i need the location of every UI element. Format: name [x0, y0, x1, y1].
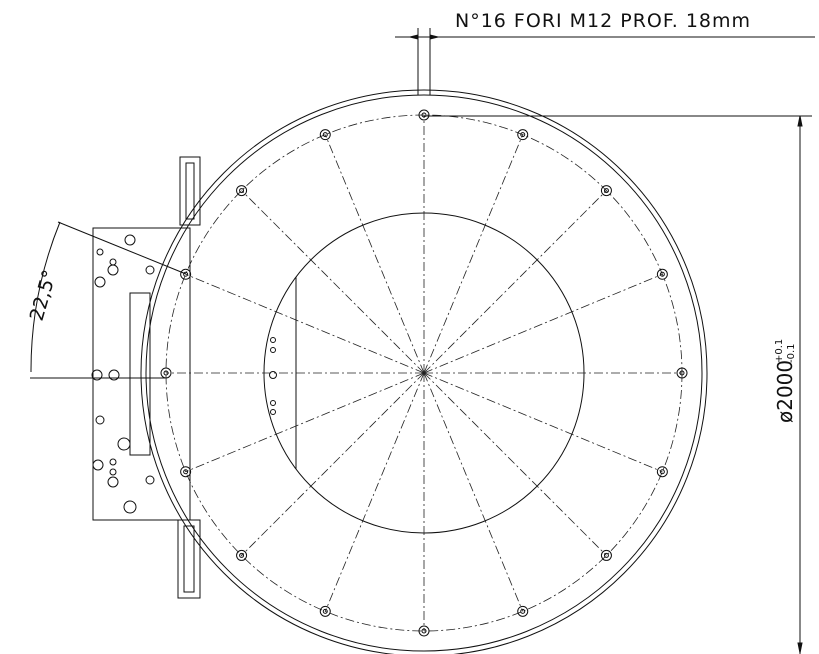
bolt-hole-core — [322, 132, 328, 138]
bolt-hole-core — [183, 469, 189, 475]
bracket-hole — [108, 369, 120, 381]
spoke — [241, 372, 425, 556]
bolt-hole-core — [603, 188, 609, 194]
spoke — [423, 190, 607, 374]
bracket-hole — [107, 476, 119, 488]
bolt-hole — [236, 185, 248, 197]
bolt-hole — [517, 605, 529, 617]
spoke — [423, 372, 524, 612]
bracket-hole — [270, 409, 276, 415]
bolt-hole — [676, 367, 688, 379]
bracket-hole — [270, 400, 276, 406]
diameter-label: ø2000 +0.1 -0.1 — [773, 339, 797, 423]
holes-note: N°16 FORI M12 PROF. 18mm — [455, 10, 751, 32]
bolt-hole — [656, 466, 668, 478]
angle-label: 22,5° — [26, 268, 61, 324]
bolt-hole — [600, 549, 612, 561]
bracket-hole — [269, 371, 277, 379]
bracket-hole — [107, 264, 119, 276]
bolt-hole — [236, 549, 248, 561]
spoke — [324, 134, 425, 374]
bolt-hole-core — [163, 370, 169, 376]
bolt-hole-core — [520, 608, 526, 614]
spoke — [423, 372, 663, 473]
bracket-hole — [109, 468, 117, 476]
bolt-hole — [600, 185, 612, 197]
spoke — [185, 372, 425, 473]
bolt-hole-core — [421, 112, 427, 118]
diameter-dimension — [424, 115, 812, 654]
spoke — [241, 190, 425, 374]
bolt-hole-core — [183, 271, 189, 277]
bolt-hole — [180, 268, 192, 280]
spoke — [324, 372, 425, 612]
bolt-hole — [319, 605, 331, 617]
bolt-hole-core — [520, 132, 526, 138]
bracket-hole — [270, 337, 276, 343]
bracket-hole — [95, 415, 105, 425]
bolt-hole-core — [659, 469, 665, 475]
spokes — [166, 115, 682, 631]
outer-circle — [140, 89, 708, 654]
bracket-hole — [145, 475, 155, 485]
tol-lower: -0.1 — [786, 343, 797, 363]
bolt-hole — [418, 109, 430, 121]
bolt-hole — [656, 268, 668, 280]
bolt-hole-core — [603, 552, 609, 558]
tol-upper: +0.1 — [774, 339, 785, 363]
bolt-holes — [160, 109, 688, 637]
bracket-hole — [124, 234, 136, 246]
bolt-hole-core — [421, 628, 427, 634]
bolt-hole — [517, 129, 529, 141]
bracket-hole — [92, 459, 104, 471]
bracket-hole — [94, 276, 106, 288]
rim-circle — [145, 94, 703, 652]
bolt-hole-core — [679, 370, 685, 376]
spoke — [423, 273, 663, 374]
angle-dimension — [30, 221, 187, 379]
spoke — [185, 273, 425, 374]
bolt-hole-core — [322, 608, 328, 614]
bracket-hole — [145, 265, 155, 275]
bolt-hole — [319, 129, 331, 141]
bolt-hole — [418, 625, 430, 637]
bolt-hole-core — [239, 552, 245, 558]
bracket-hole — [117, 437, 131, 451]
bolt-hole-core — [659, 271, 665, 277]
bolt-hole-core — [239, 188, 245, 194]
bracket-hole — [96, 248, 104, 256]
spoke — [423, 134, 524, 374]
bracket-hole — [123, 500, 137, 514]
bracket-hole — [109, 458, 117, 466]
top-leader — [395, 28, 815, 95]
spoke — [423, 372, 607, 556]
diameter-text: ø2000 — [773, 360, 797, 423]
bracket-hole — [91, 369, 103, 381]
bolt-hole — [160, 367, 172, 379]
bracket-holes — [91, 234, 277, 514]
bracket-hole — [270, 347, 276, 353]
bolt-hole — [180, 466, 192, 478]
